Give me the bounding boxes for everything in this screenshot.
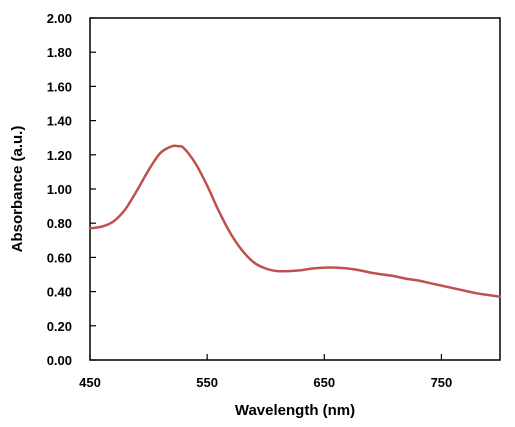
x-tick-label: 750 <box>431 375 453 390</box>
x-tick-label: 650 <box>313 375 335 390</box>
y-axis-title: Absorbance (a.u.) <box>9 126 26 253</box>
y-axis: 0.00 0.20 0.40 0.60 0.80 1.00 1.20 1.40 1.60 1.80… <box>47 11 96 368</box>
y-tick-label: 1.00 <box>47 182 72 197</box>
y-tick-label: 0.00 <box>47 353 72 368</box>
y-tick-label: 1.20 <box>47 148 72 163</box>
x-tick-label: 550 <box>196 375 218 390</box>
plot-area-frame <box>89 17 501 361</box>
y-tick-label: 2.00 <box>47 11 72 26</box>
y-tick-label: 1.40 <box>47 114 72 129</box>
y-tick-label: 0.60 <box>47 250 72 265</box>
y-tick-label: 1.80 <box>47 45 72 60</box>
y-tick-label: 0.80 <box>47 216 72 231</box>
y-tick-label: 0.20 <box>47 319 72 334</box>
x-axis-title: Wavelength (nm) <box>235 402 355 419</box>
x-axis: 450 550 650 750 <box>79 354 452 390</box>
series-line <box>88 144 502 298</box>
x-tick-label: 450 <box>79 375 101 390</box>
y-tick-label: 1.60 <box>47 79 72 94</box>
y-tick-label: 0.40 <box>47 285 72 300</box>
